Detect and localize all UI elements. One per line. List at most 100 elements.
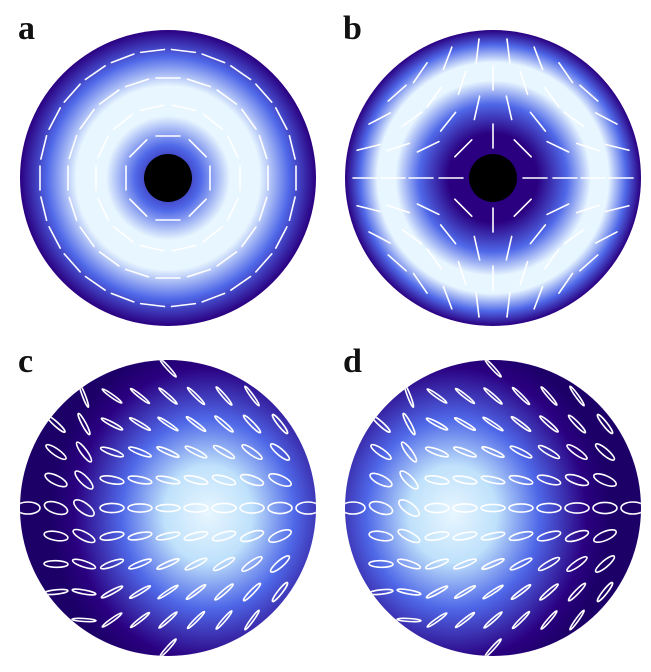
polarization-dash [594,231,618,244]
polarization-ellipse [510,415,532,433]
polarization-dash [226,135,239,159]
polarization-ellipse [424,446,450,458]
polarization-ellipse [129,387,151,405]
polarization-ellipse [99,558,125,570]
polarization-dash [604,204,630,213]
polarization-ellipse [156,445,180,459]
polarization-ellipse [593,529,617,543]
polarization-dash [170,48,197,54]
polarization-ellipse [397,528,421,544]
polarization-ellipse [157,416,179,432]
polarization-dash [412,272,428,295]
polarization-ellipse [159,638,177,656]
polarization-ellipse [73,499,95,517]
polarization-dash [97,135,110,159]
polarization-ellipse [185,583,207,601]
polarization-ellipse [452,531,478,541]
polarization-ellipse [425,417,449,431]
polarization-ellipse [99,446,125,458]
polarization-ellipse [268,473,292,487]
polarization-ellipse [128,584,152,600]
polarization-ellipse [511,610,531,630]
polarization-ellipse [215,610,233,630]
polarization-ellipse [424,475,450,485]
intensity-disk-d [345,360,641,656]
polarization-ellipse [159,360,177,378]
polarization-dash [563,228,585,245]
polarization-ellipse [269,443,291,461]
polarization-dash [533,46,544,71]
polarization-dash [226,197,239,221]
polarization-ellipse [241,555,263,573]
polarization-ellipse [370,443,392,461]
polarization-dash [356,204,382,213]
polarization-dash [563,111,585,128]
polarization-dash [110,53,135,64]
polarization-dash [546,140,570,153]
polarization-dash [454,198,473,217]
polarization-ellipse [155,531,181,541]
polarization-dash [385,204,411,214]
polarization-dash [110,292,135,303]
polarization-ellipse [396,588,422,596]
polarization-ellipse [244,385,260,407]
polarization-ellipse [241,443,263,461]
polarization-ellipse [452,446,478,458]
polarization-ellipse [156,557,180,571]
polarization-ellipse [211,474,237,486]
polarization-dash [139,104,165,112]
polarization-dash [368,112,392,125]
polarization-dash [63,253,81,273]
polarization-dash [63,83,81,103]
polarization-dash [139,244,165,252]
polarization-ellipse [536,474,562,486]
polarization-ellipse [480,475,506,485]
polarization-dash [241,108,257,130]
polarization-glyphs-a [39,48,297,308]
polarization-dash [129,139,148,158]
polarization-ellipse [212,444,236,460]
polarization-ellipse [452,475,478,485]
polarization-ellipse [508,503,534,513]
polarization-dash [201,53,226,64]
polarization-dash [201,292,226,303]
polarization-dash [216,89,238,105]
polarization-ellipse [564,529,590,543]
polarization-ellipse [511,386,531,406]
polarization-ellipse [242,582,262,602]
polarization-ellipse [481,445,505,459]
polarization-dash [579,254,599,272]
polarization-ellipse [426,388,448,404]
polarization-dash [356,143,382,152]
polarization-ellipse [594,443,616,461]
polarization-dash [230,65,252,81]
polarization-ellipse [540,386,558,406]
polarization-ellipse [44,472,68,488]
polarization-dash [258,134,268,160]
polarization-ellipse [267,501,293,515]
polarization-ellipse [564,502,590,514]
polarization-ellipse [244,609,260,631]
polarization-ellipse [508,530,534,542]
panel-label-b: b [343,10,362,47]
polarization-ellipse [127,531,153,541]
polarization-ellipse [424,531,450,541]
polarization-dash [426,86,443,108]
polarization-dash [442,285,453,310]
polarization-ellipse [129,611,151,629]
polarization-dash [519,70,529,96]
polarization-dash [506,292,511,318]
polarization-ellipse [539,583,559,601]
polarization-ellipse [157,584,179,600]
polarization-ellipse [239,502,265,514]
polarization-dash [368,231,392,244]
polarization-ellipse [399,470,419,490]
polarization-ellipse [564,473,590,487]
polarization-ellipse [537,444,561,460]
polarization-ellipse [536,502,562,514]
intensity-disk-c [20,360,316,656]
polarization-dash [48,226,62,249]
polarization-dash [401,228,423,245]
polarization-ellipse [484,360,502,378]
polarization-ellipse [77,412,91,436]
